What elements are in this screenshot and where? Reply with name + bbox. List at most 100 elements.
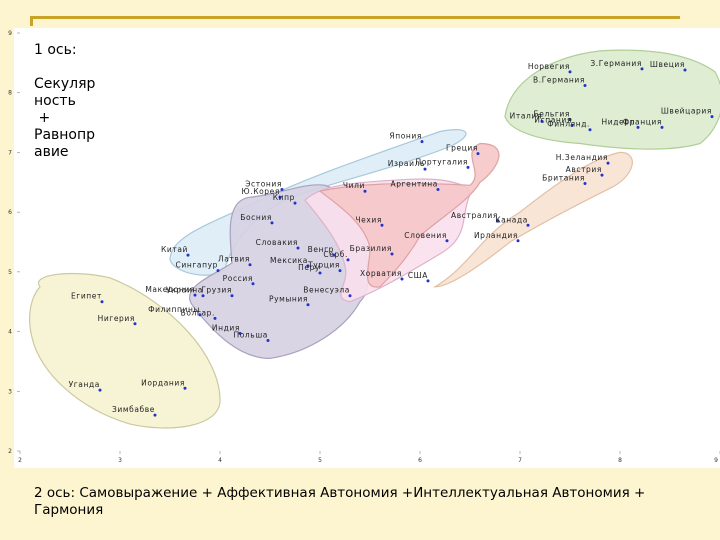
point-label: Мексика xyxy=(270,256,308,265)
x-tick-label: 9 xyxy=(714,457,718,464)
data-point xyxy=(600,173,604,177)
point-label: Венесуэла xyxy=(303,286,350,295)
data-point xyxy=(251,282,255,286)
point-label: Нидерл. xyxy=(602,117,638,126)
data-points: Египет Нигерия Уганда Иордания Зимбабве Китай… xyxy=(69,59,714,417)
data-point xyxy=(436,187,440,191)
point-label: Ю.Корея xyxy=(242,187,280,196)
point-label: Эстония xyxy=(245,179,282,188)
point-label: Венгр xyxy=(308,245,334,254)
data-point xyxy=(98,388,102,392)
x-tick-label: 7 xyxy=(518,457,522,464)
point-label: Бельгия xyxy=(534,110,571,119)
point-label: Украина xyxy=(166,286,203,295)
data-point xyxy=(248,263,252,267)
x-tick-label: 2 xyxy=(18,457,22,464)
data-point xyxy=(588,128,592,132)
top-rule-tick xyxy=(30,16,33,26)
data-point xyxy=(568,70,572,74)
data-point xyxy=(683,68,687,72)
point-label: Польша xyxy=(233,331,268,340)
point-label: Египет xyxy=(71,292,102,301)
data-point xyxy=(570,124,574,128)
point-label: Перу xyxy=(298,263,320,272)
data-point xyxy=(306,264,310,268)
data-point xyxy=(238,331,242,335)
data-point xyxy=(201,294,205,298)
x-tick-label: 5 xyxy=(318,457,322,464)
catholic-cluster xyxy=(318,142,500,288)
point-label: Иордания xyxy=(141,378,185,387)
point-label: Британия xyxy=(542,173,585,182)
data-point xyxy=(660,125,664,129)
data-point xyxy=(540,119,544,123)
point-label: Словения xyxy=(404,231,447,240)
data-point xyxy=(332,253,336,257)
point-label: Швеция xyxy=(650,60,685,69)
point-label: Словакия xyxy=(256,238,298,247)
data-point xyxy=(710,115,714,119)
data-point xyxy=(338,269,342,273)
point-label: Китай xyxy=(161,245,188,254)
data-point xyxy=(133,322,137,326)
point-label: Нигерия xyxy=(98,314,135,323)
y-tick-label: 8 xyxy=(8,90,12,97)
point-label: Турция xyxy=(307,261,340,270)
data-point xyxy=(293,201,297,205)
english-speaking-cluster xyxy=(432,151,633,288)
point-label: Н.Зеландия xyxy=(556,153,608,162)
x-tick-label: 6 xyxy=(418,457,422,464)
y-tick-label: 7 xyxy=(8,149,12,156)
data-point xyxy=(445,239,449,243)
x-tick-label: 4 xyxy=(218,457,222,464)
data-point xyxy=(496,219,500,223)
data-point xyxy=(296,246,300,250)
data-point xyxy=(193,293,197,297)
data-point xyxy=(636,125,640,129)
point-label: Греция xyxy=(446,144,478,153)
y-tick-label: 3 xyxy=(8,388,12,395)
data-point xyxy=(420,140,424,144)
data-point xyxy=(266,339,270,343)
y-tick-label: 9 xyxy=(8,30,12,37)
point-label: Франция xyxy=(623,117,662,126)
data-point xyxy=(476,152,480,156)
point-label: З.Германия xyxy=(590,59,642,68)
point-label: Испания xyxy=(534,116,572,125)
point-label: Грузия xyxy=(201,286,232,295)
y-tick-label: 5 xyxy=(8,269,12,276)
point-label: Италия xyxy=(510,111,542,120)
point-label: Израиль xyxy=(388,159,425,168)
data-point xyxy=(640,67,644,71)
cluster-regions xyxy=(28,49,720,429)
data-point xyxy=(278,195,282,199)
data-point xyxy=(270,221,274,225)
y-tick-label: 2 xyxy=(8,448,12,455)
african-cluster xyxy=(28,272,221,429)
data-point xyxy=(348,294,352,298)
data-point xyxy=(306,303,310,307)
data-point xyxy=(583,84,587,88)
point-label: Канада xyxy=(495,215,528,224)
y-axis-label: 1 ось: Секуляр ность + Равнопр авие xyxy=(34,42,96,160)
data-point xyxy=(423,167,427,171)
point-label: Филиппины xyxy=(148,305,200,314)
point-label: Кипр xyxy=(273,193,295,202)
data-point xyxy=(390,252,394,256)
point-label: Россия xyxy=(223,274,253,283)
data-point xyxy=(526,223,530,227)
point-label: Македония xyxy=(145,285,195,294)
point-label: Хорватия xyxy=(360,269,402,278)
data-point xyxy=(346,258,350,262)
data-point xyxy=(400,277,404,281)
point-label: Зимбабве xyxy=(112,405,155,414)
y-tick-label: 6 xyxy=(8,209,12,216)
data-point xyxy=(318,271,322,275)
data-point xyxy=(183,386,187,390)
point-label: Латвия xyxy=(218,255,250,264)
point-label: Уганда xyxy=(69,380,100,389)
point-label: Серб. xyxy=(323,250,348,259)
x-tick-label: 3 xyxy=(118,457,122,464)
point-label: Сингапур xyxy=(176,261,218,270)
